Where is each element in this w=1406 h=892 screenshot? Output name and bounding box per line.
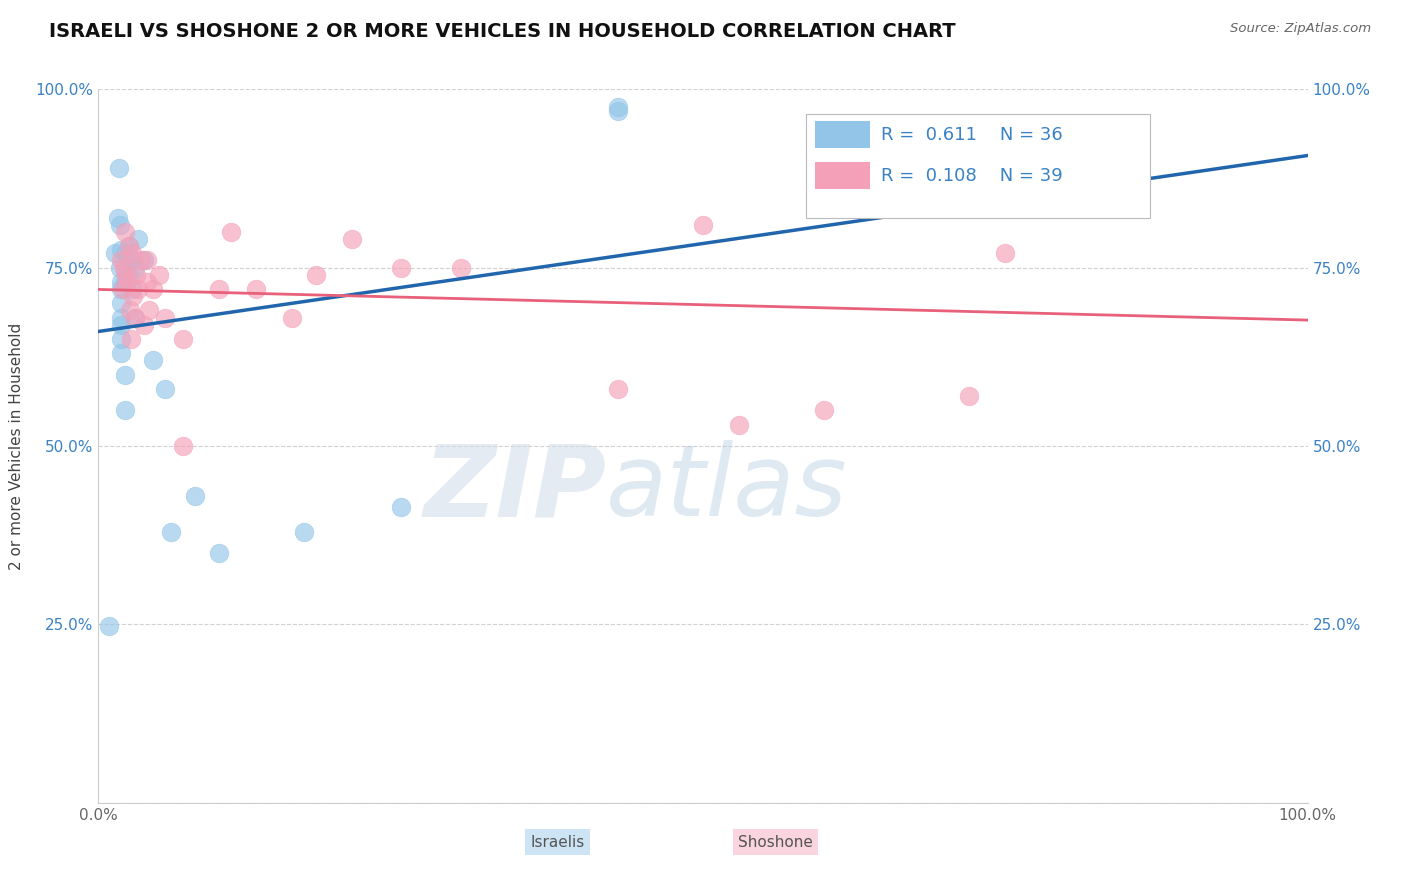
Point: [111, 282, 134, 296]
Point: [305, 268, 328, 282]
Point: [129, 253, 152, 268]
Point: [281, 310, 304, 325]
Point: [607, 382, 630, 396]
Point: [110, 310, 132, 325]
Point: [134, 253, 156, 268]
Point: [172, 332, 194, 346]
Point: [450, 260, 472, 275]
Text: ZIP: ZIP: [423, 441, 606, 537]
Point: [115, 268, 138, 282]
Point: [118, 268, 141, 282]
Text: R =  0.108    N = 39: R = 0.108 N = 39: [880, 167, 1063, 185]
Point: [728, 417, 751, 432]
Point: [121, 253, 143, 268]
Point: [114, 368, 136, 382]
Point: [389, 260, 412, 275]
Point: [108, 260, 131, 275]
Point: [607, 103, 630, 118]
Point: [142, 282, 165, 296]
Point: [127, 232, 149, 246]
Point: [142, 353, 165, 368]
Point: [994, 246, 1017, 260]
Point: [957, 389, 980, 403]
Point: [118, 239, 141, 253]
Y-axis label: 2 or more Vehicles in Household: 2 or more Vehicles in Household: [10, 322, 24, 570]
Point: [118, 239, 141, 253]
Point: [135, 253, 157, 268]
Point: [110, 318, 132, 332]
Bar: [815, 162, 870, 189]
Point: [160, 524, 183, 539]
Point: [114, 260, 136, 275]
Point: [110, 243, 132, 257]
Point: [1115, 175, 1137, 189]
Point: [110, 253, 132, 268]
Point: [121, 282, 143, 296]
Point: [124, 310, 146, 325]
FancyBboxPatch shape: [806, 114, 1150, 218]
Point: [98, 619, 121, 633]
Text: Israelis: Israelis: [531, 835, 585, 849]
Point: [118, 303, 141, 318]
Point: [104, 246, 127, 260]
Point: [114, 225, 136, 239]
Point: [108, 218, 131, 232]
Text: R =  0.611    N = 36: R = 0.611 N = 36: [880, 126, 1063, 144]
Point: [107, 211, 129, 225]
Point: [112, 260, 135, 275]
Point: [121, 246, 143, 260]
Text: atlas: atlas: [606, 441, 848, 537]
Point: [120, 332, 142, 346]
Point: [114, 403, 136, 417]
Point: [110, 275, 132, 289]
Point: [127, 282, 149, 296]
Text: Shoshone: Shoshone: [738, 835, 813, 849]
Point: [110, 282, 132, 296]
Point: [110, 332, 132, 346]
Point: [208, 546, 231, 560]
Point: [292, 524, 315, 539]
Point: [124, 260, 146, 275]
Point: [692, 218, 714, 232]
Point: [110, 296, 132, 310]
Point: [153, 310, 176, 325]
Point: [184, 489, 207, 503]
Point: [221, 225, 243, 239]
Point: [138, 303, 160, 318]
Point: [122, 289, 145, 303]
Point: [607, 100, 630, 114]
Point: [114, 246, 136, 260]
Point: [172, 439, 194, 453]
Text: ISRAELI VS SHOSHONE 2 OR MORE VEHICLES IN HOUSEHOLD CORRELATION CHART: ISRAELI VS SHOSHONE 2 OR MORE VEHICLES I…: [49, 22, 956, 41]
Point: [342, 232, 364, 246]
Point: [108, 161, 131, 175]
Point: [110, 346, 132, 360]
Point: [135, 275, 157, 289]
Point: [153, 382, 176, 396]
Text: Source: ZipAtlas.com: Source: ZipAtlas.com: [1230, 22, 1371, 36]
Point: [134, 318, 156, 332]
Point: [208, 282, 231, 296]
Point: [245, 282, 267, 296]
Point: [117, 275, 139, 289]
Point: [124, 310, 146, 325]
Point: [389, 500, 412, 514]
Point: [813, 403, 835, 417]
Bar: [815, 121, 870, 148]
Point: [125, 268, 148, 282]
Point: [114, 275, 136, 289]
Point: [148, 268, 170, 282]
